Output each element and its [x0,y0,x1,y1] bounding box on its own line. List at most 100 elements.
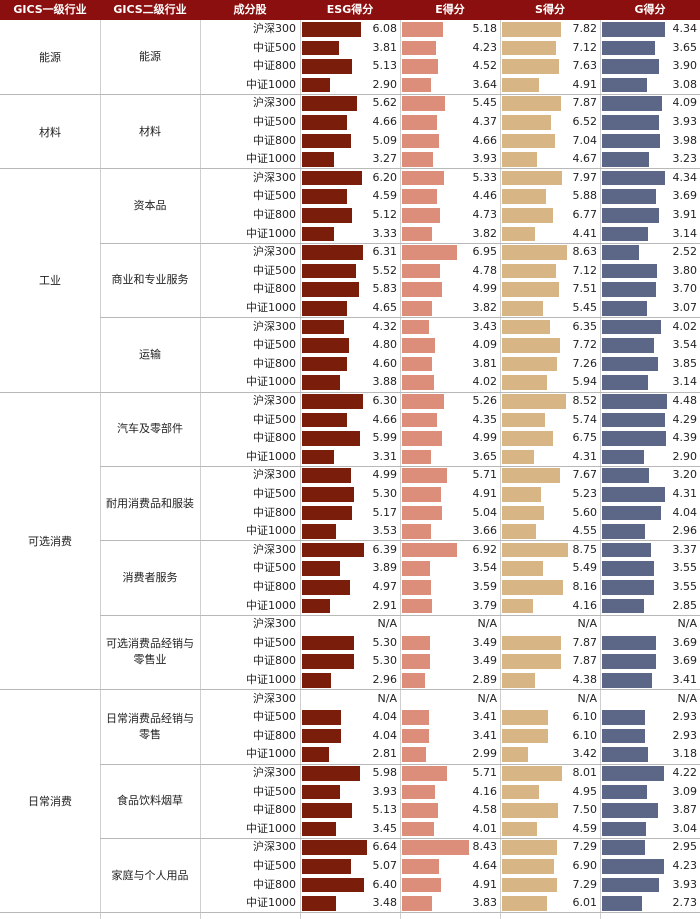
header-e: E得分 [400,0,500,20]
g-score-value: 3.37 [672,542,698,556]
esg-score-bar [302,394,364,409]
constituent-label: 沪深300 [253,766,296,779]
esg-score-bar [302,877,365,893]
s-score-value: 8.01 [572,766,598,779]
esg-score-value: 4.32 [372,319,398,333]
constituent-label: 沪深300 [253,840,296,854]
group-divider [0,168,700,170]
e-score-bar [402,728,430,744]
g-score-value: 3.69 [672,654,698,668]
constituent-label: 中证800 [253,505,296,519]
group-divider [0,93,700,95]
constituent-label: 中证800 [253,580,296,593]
constituent-label: 中证1000 [246,152,296,166]
esg-score-bar [302,784,341,800]
constituent-label: 中证500 [253,635,296,649]
s-score-value: 5.74 [572,412,598,426]
g-score-bar [602,356,659,372]
esg-score-bar [302,133,352,149]
g-score-value: 4.31 [672,487,698,500]
e-score-bar [402,338,435,353]
constituent-label: 中证1000 [246,673,296,686]
s-score-value: 7.26 [572,356,598,370]
g-score-bar [602,766,664,781]
constituent-label: 中证1000 [246,524,296,538]
s-score-bar [502,356,557,372]
esg-score-bar [302,245,364,260]
esg-score-bar [302,226,335,242]
e-score-bar [402,561,431,576]
s-score-bar [502,542,568,558]
g-score-value: 3.04 [672,821,698,835]
constituent-label: 中证800 [253,59,296,73]
e-score-bar [402,784,436,800]
e-score-bar [402,96,446,111]
s-score-bar [502,505,545,521]
s-score-bar [502,747,528,762]
esg-score-value: 4.60 [372,356,398,370]
constituent-label: 沪深300 [253,96,296,110]
g-score-value: 3.87 [672,803,698,817]
g-score-value: 3.54 [672,338,698,352]
g-score-bar [602,40,656,56]
s-score-value: 4.38 [572,673,598,686]
esg-score-bar [302,710,342,725]
g-score-bar [602,598,644,614]
s-score-bar [502,282,559,297]
g-score-bar [602,859,664,874]
esg-score-value: 5.13 [372,803,398,817]
esg-score-bar [302,635,354,651]
esg-score-value: 2.81 [372,747,398,761]
g-score-bar [602,728,645,744]
constituent-label: 中证800 [253,282,296,296]
g-score-bar [602,245,639,260]
constituent-label: 沪深300 [253,542,296,556]
esg-score-bar [302,487,354,502]
s-score-bar [502,840,557,855]
g-score-bar [602,152,650,167]
e-score-value: 3.49 [472,635,498,649]
e-score-value: 4.99 [472,431,498,445]
s-score-value: 7.82 [572,22,598,35]
e-score-bar [402,133,440,149]
header-esg: ESG得分 [300,0,400,20]
esg-score-value: 4.65 [372,301,398,314]
esg-score-bar [302,598,331,614]
esg-score-value: 4.66 [372,412,398,426]
e-score-bar [402,542,458,558]
s-score-value: 7.51 [572,282,598,296]
g-score-bar [602,524,646,539]
gics-level2-label: 可选消费品经销与零售业 [106,637,194,667]
s-score-value: 5.49 [572,561,598,575]
esg-score-bar [302,40,340,56]
s-score-value: N/A [577,691,597,705]
esg-score-value: 6.40 [372,877,398,891]
e-score-bar [402,766,448,781]
gics-level2-label: 消费者服务 [122,570,178,584]
esg-score-bar [302,542,365,558]
esg-score-value: 4.59 [372,189,398,203]
s-score-value: 4.55 [572,524,598,538]
constituent-label: 中证1000 [246,226,296,240]
s-score-bar [502,896,548,911]
constituent-label: 中证500 [253,710,296,724]
e-score-value: 4.58 [472,803,498,817]
e-score-bar [402,654,430,669]
e-score-value: N/A [477,691,497,705]
g-score-value: 2.85 [672,598,698,612]
column-divider [500,20,501,919]
e-score-value: 6.92 [472,542,498,556]
g-score-value: 4.02 [672,319,698,333]
g-score-value: 3.20 [672,468,698,482]
g-score-value: 3.69 [672,635,698,649]
esg-score-value: 5.83 [372,282,398,296]
gics-level2-label: 家庭与个人用品 [111,868,189,882]
e-score-bar [402,635,430,651]
esg-score-bar [302,152,334,167]
g-score-bar [602,263,658,279]
s-score-bar [502,580,564,595]
s-score-bar [502,77,539,93]
g-score-value: 4.22 [672,766,698,779]
esg-score-value: 5.30 [372,487,398,500]
esg-score-value: 4.80 [372,338,398,352]
